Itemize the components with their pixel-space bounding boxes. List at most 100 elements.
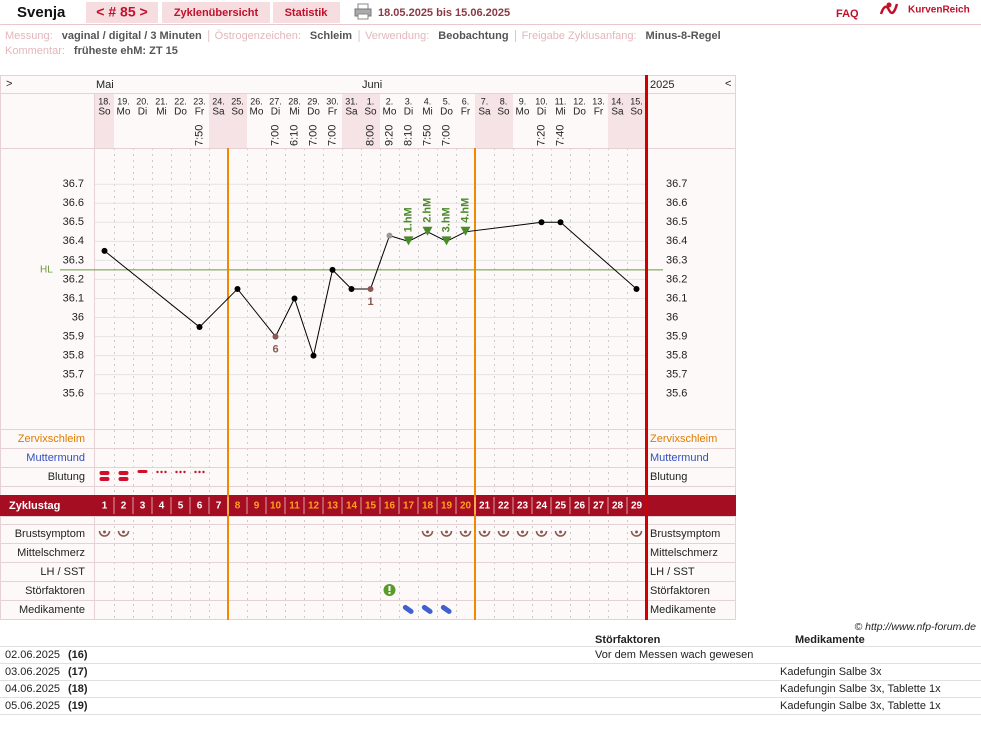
cycle-nav-box[interactable] [86, 2, 158, 23]
cycle-day: 1 [102, 501, 108, 512]
date-label: 1. [367, 96, 375, 106]
breast-icon [630, 530, 643, 537]
date-label: 14. [611, 96, 624, 106]
table-cell: (19) [68, 700, 88, 712]
brand-link[interactable]: KurvenReich [908, 5, 970, 16]
bleeding-icon [164, 470, 167, 474]
date-label: 7. [481, 96, 489, 106]
temperature-point [329, 266, 336, 273]
nav-prev[interactable]: > [6, 78, 12, 90]
credit: © http://www.nfp-forum.de [854, 621, 976, 633]
weekday-label: Di [271, 107, 280, 118]
brand-icon[interactable] [879, 3, 899, 15]
date-label: 9. [519, 96, 527, 106]
info-label: Messung: [5, 30, 53, 42]
y-tick-label: 36.4 [666, 235, 687, 247]
weekend-column [608, 93, 627, 148]
weekend-column [361, 93, 380, 148]
table-cell: 03.06.2025 [5, 666, 60, 678]
date-label: 20. [136, 96, 149, 106]
breast-icon-dot [502, 530, 505, 534]
row-label: Störfaktoren [650, 585, 710, 597]
table-cell: (18) [68, 683, 88, 695]
cycle-day: 8 [235, 501, 241, 512]
table-cell: Vor dem Messen wach gewesen [595, 649, 753, 661]
breast-icon [535, 530, 548, 537]
date-label: 4. [424, 96, 432, 106]
y-tick-label: 35.8 [63, 350, 84, 362]
table-cell: (16) [68, 649, 88, 661]
cycle-day: 13 [327, 501, 339, 512]
y-tick-label: 35.7 [63, 369, 84, 381]
weekday-label: Di [404, 107, 413, 118]
date-label: 30. [326, 96, 339, 106]
cycle-day: 27 [593, 501, 605, 512]
y-tick-label: 35.9 [666, 330, 687, 342]
cycle-day-bar [0, 495, 736, 516]
weekday-label: Fr [461, 107, 471, 118]
breast-icon-dot [445, 530, 448, 534]
nav-button-box[interactable] [162, 2, 270, 23]
cycle-day: 3 [140, 501, 146, 512]
cycle-nav[interactable]: < # 85 > [96, 4, 147, 20]
row-label: Medikamente [19, 604, 85, 616]
nav-button[interactable]: Statistik [285, 7, 329, 19]
time-label: 7:50 [193, 125, 205, 146]
cycle-day: 18 [422, 501, 434, 512]
row-label: Brustsymptom [650, 528, 720, 540]
nav-next[interactable]: < [725, 78, 731, 90]
row-label: Blutung [650, 471, 687, 483]
time-label: 9:20 [383, 125, 395, 146]
chart-frame [0, 75, 736, 620]
date-label: 22. [174, 96, 187, 106]
breast-icon-dot [540, 530, 543, 534]
temperature-point [196, 324, 203, 331]
weekday-label: Sa [478, 107, 491, 118]
hm-label: 1.hM [402, 207, 414, 232]
medication-icon [421, 604, 433, 614]
print-icon[interactable] [354, 3, 372, 20]
row-label: LH / SST [40, 566, 85, 578]
row-label: Muttermund [26, 452, 85, 464]
date-label: 15. [630, 96, 643, 106]
temperature-point [633, 285, 640, 292]
weekday-label: So [231, 107, 244, 118]
weekday-label: So [630, 107, 643, 118]
table-cell: 04.06.2025 [5, 683, 60, 695]
time-label: 8:10 [402, 125, 414, 146]
nav-button[interactable]: Zyklenübersicht [174, 7, 259, 19]
cycle-day: 10 [270, 501, 282, 512]
row-label: Zervixschleim [18, 433, 85, 445]
weekday-label: Do [573, 107, 586, 118]
cycle-day: 28 [612, 501, 624, 512]
temperature-point [272, 333, 279, 340]
y-tick-label: 36.7 [666, 178, 687, 190]
point-label: 1 [367, 296, 373, 308]
brand-icon-dot [886, 2, 892, 8]
date-label: 24. [212, 96, 225, 106]
weekday-label: Mo [516, 107, 530, 118]
cycle-day: 12 [308, 501, 320, 512]
bleeding-icon [202, 470, 205, 474]
weekend-column [228, 93, 247, 148]
cycle-day: 2 [121, 501, 127, 512]
bleeding-icon [183, 470, 186, 474]
bleeding-icon [118, 477, 129, 481]
time-label: 7:00 [307, 125, 319, 146]
user-name: Svenja [17, 4, 66, 21]
temperature-point [310, 352, 317, 359]
time-label: 7:00 [326, 125, 338, 146]
nav-button-box[interactable] [273, 2, 340, 23]
weekday-label: Mo [250, 107, 264, 118]
y-tick-label: 35.8 [666, 350, 687, 362]
bleeding-icon [99, 471, 110, 475]
faq-link[interactable]: FAQ [836, 8, 859, 20]
date-label: 13. [592, 96, 605, 106]
hm-marker [403, 236, 414, 246]
date-label: 29. [307, 96, 320, 106]
bleeding-icon [99, 477, 110, 481]
weekday-label: So [98, 107, 111, 118]
weekday-label: Do [307, 107, 320, 118]
